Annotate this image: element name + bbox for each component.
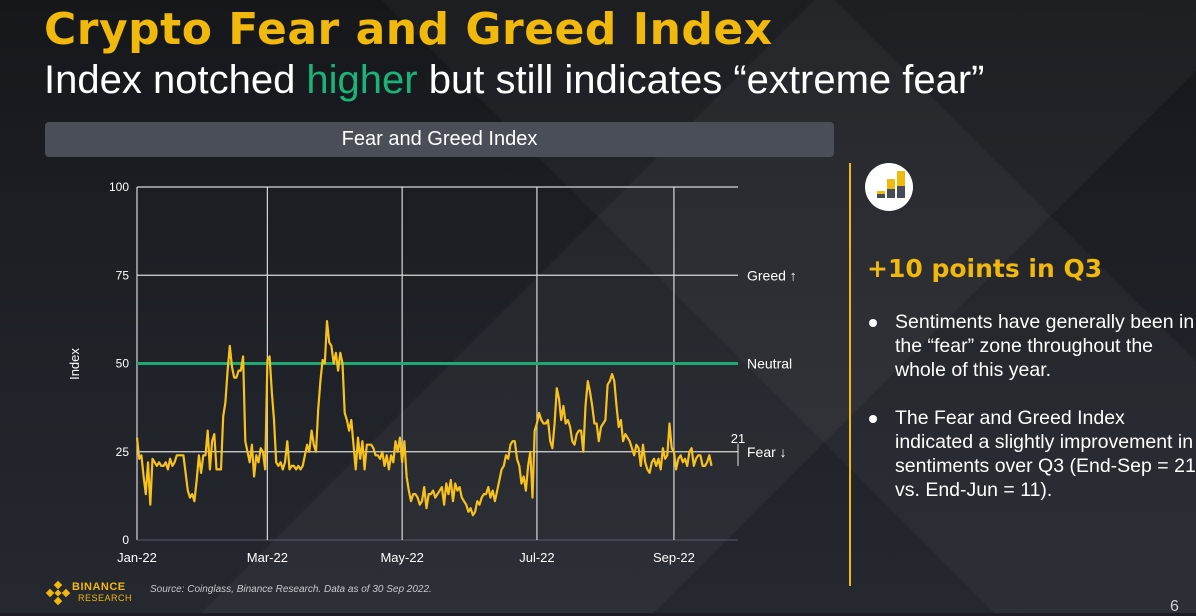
x-tick-label: May-22 [380, 550, 423, 565]
kpi-headline: +10 points in Q3 [867, 254, 1103, 283]
reference-label: Neutral [747, 356, 792, 372]
slide-subtitle: Index notched higher but still indicates… [44, 58, 985, 103]
logo-line2: RESEARCH [78, 593, 133, 603]
reference-lines: Greed ↑ Neutral Fear ↓ [137, 267, 797, 460]
y-tick-label: 25 [116, 445, 130, 459]
end-value-label: 21 [731, 431, 745, 446]
reference-label: Fear ↓ [747, 444, 787, 460]
bullet-text: Sentiments have generally been in the “f… [895, 311, 1195, 381]
page-number: 6 [1170, 598, 1179, 615]
binance-research-logo: BINANCE RESEARCH [45, 580, 135, 606]
bullet-list: Sentiments have generally been in the “f… [867, 310, 1196, 526]
subtitle-highlight: higher [306, 58, 418, 102]
logo-line1: BINANCE [72, 581, 126, 593]
bar-chart-icon [865, 163, 913, 211]
binance-diamond-icon [45, 580, 71, 606]
bullet-dot-icon [869, 415, 877, 423]
bullet-item: Sentiments have generally been in the “f… [867, 310, 1196, 382]
subtitle-post: but still indicates “extreme fear” [417, 58, 985, 102]
x-tick-label: Jul-22 [519, 550, 554, 565]
x-tick-label: Sep-22 [653, 550, 695, 565]
slide-title: Crypto Fear and Greed Index [44, 4, 773, 55]
y-tick-label: 75 [116, 268, 130, 282]
reference-label: Greed ↑ [747, 267, 797, 283]
source-note: Source: Coinglass, Binance Research. Dat… [150, 584, 432, 595]
chart-header: Fear and Greed Index [45, 122, 834, 157]
y-tick-label: 0 [122, 533, 129, 547]
x-tick-label: Mar-22 [247, 550, 288, 565]
bullet-text: The Fear and Greed Index indicated a sli… [895, 407, 1196, 501]
x-axis-ticks: Jan-22 Mar-22 May-22 Jul-22 Sep-22 [117, 550, 695, 565]
y-axis-ticks: 0 25 50 75 100 [109, 180, 129, 547]
subtitle-pre: Index notched [44, 58, 307, 102]
panel-divider [849, 163, 851, 586]
bullet-item: The Fear and Greed Index indicated a sli… [867, 406, 1196, 502]
bullet-dot-icon [869, 319, 877, 327]
series-line-fear-greed [135, 320, 713, 517]
y-tick-label: 50 [116, 357, 130, 371]
x-tick-label: Jan-22 [117, 550, 157, 565]
y-tick-label: 100 [109, 180, 129, 194]
y-axis-label: Index [67, 348, 82, 380]
